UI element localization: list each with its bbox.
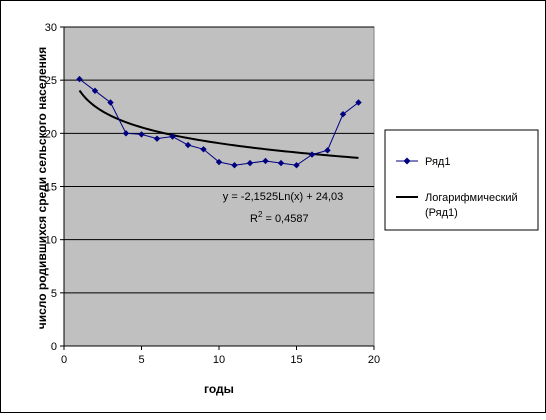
data-point (107, 99, 114, 106)
data-point (138, 131, 145, 138)
data-point (262, 157, 269, 165)
data-point (215, 158, 223, 166)
r-squared-symbol: R (250, 213, 258, 225)
x-tick-label: 5 (138, 354, 144, 366)
data-point (308, 151, 316, 158)
legend: Ряд1 Логарифмический (Ряд1) (384, 129, 539, 231)
legend-trendline-label-line1: Логарифмический (425, 192, 518, 204)
y-axis-label: число родившихся среди сельского населен… (35, 47, 49, 330)
data-point (122, 130, 130, 137)
y-tick-label: 5 (51, 288, 57, 300)
data-point (200, 146, 207, 153)
series-group (76, 75, 362, 169)
r-squared-exponent: 2 (258, 210, 263, 219)
x-tick-label: 15 (290, 354, 302, 366)
y-tick-label: 30 (45, 22, 57, 34)
legend-box (384, 129, 539, 231)
x-tick-label: 0 (61, 354, 67, 366)
y-tick-label: 10 (45, 235, 57, 247)
axes (60, 26, 375, 350)
legend-series-label: Ряд1 (425, 156, 450, 168)
x-axis-label: годы (204, 382, 234, 396)
tick-labels: 0 5 10 15 20 25 30 0 5 10 15 20 (45, 22, 380, 366)
data-point (153, 135, 161, 142)
data-point (293, 162, 300, 169)
data-point (76, 75, 83, 83)
r-squared-value: = 0,4587 (262, 213, 308, 225)
data-point (91, 87, 99, 94)
x-tick-label: 10 (213, 354, 225, 366)
data-point (355, 99, 362, 106)
y-tick-label: 25 (45, 75, 57, 87)
data-point (184, 141, 192, 149)
legend-trendline-label-line2: (Ряд1) (425, 207, 458, 219)
y-tick-label: 0 (51, 341, 57, 353)
y-tick-label: 20 (45, 128, 57, 140)
y-tick-label: 15 (45, 182, 57, 194)
data-point (231, 162, 238, 169)
x-tick-label: 20 (368, 354, 380, 366)
grid-lines (64, 26, 374, 294)
trendline-equation: y = -2,1525Ln(x) + 24,03 (223, 191, 343, 203)
trendline-r-squared: R2 = 0,4587 (250, 210, 309, 225)
data-point (339, 110, 347, 118)
data-point (324, 147, 331, 154)
data-point (246, 159, 254, 167)
data-point (169, 133, 176, 140)
data-point (277, 159, 285, 167)
legend-series-marker (403, 157, 411, 165)
